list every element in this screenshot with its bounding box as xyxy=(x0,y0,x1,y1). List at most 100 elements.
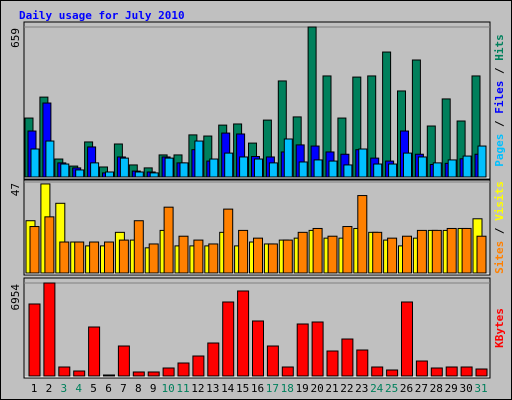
bar xyxy=(149,172,159,178)
y-tick-label: 47 xyxy=(9,183,22,196)
legend: Sites / Visits xyxy=(493,181,506,274)
bar xyxy=(388,163,398,178)
bar xyxy=(58,366,71,377)
bar xyxy=(358,148,368,178)
x-tick-label: 2 xyxy=(46,382,53,395)
x-tick-label: 20 xyxy=(310,382,323,395)
x-tick-label: 30 xyxy=(459,382,472,395)
legend-entry: Sites xyxy=(493,241,506,274)
bar xyxy=(44,216,55,274)
bar xyxy=(207,342,220,377)
x-tick-label: 11 xyxy=(176,382,189,395)
bar xyxy=(132,371,145,377)
bar xyxy=(372,231,383,274)
legend-entry: Hits xyxy=(493,34,506,61)
y-tick-label: 659 xyxy=(9,28,22,48)
bar xyxy=(45,140,55,178)
bar xyxy=(281,366,294,377)
x-tick-label: 10 xyxy=(161,382,174,395)
bar xyxy=(461,227,472,274)
bar xyxy=(342,226,353,274)
bar xyxy=(88,326,101,377)
legend: KBytes xyxy=(493,308,506,348)
bar xyxy=(147,371,160,377)
x-tick-label: 18 xyxy=(281,382,294,395)
bar xyxy=(223,208,234,274)
legend-entry: Files xyxy=(493,81,506,114)
x-tick-label: 24 xyxy=(370,382,384,395)
legend-entry: KBytes xyxy=(493,308,506,348)
bar xyxy=(133,220,144,274)
bar xyxy=(416,229,427,274)
x-tick-label: 7 xyxy=(120,382,127,395)
bar xyxy=(163,206,174,274)
x-tick-label: 3 xyxy=(60,382,67,395)
bar xyxy=(373,163,383,178)
bar xyxy=(432,162,442,178)
bar xyxy=(327,235,338,274)
legend-separator: / xyxy=(493,61,506,81)
bar xyxy=(268,162,278,178)
x-tick-label: 1 xyxy=(31,382,38,395)
bar xyxy=(238,229,249,274)
bar xyxy=(283,138,293,178)
bar xyxy=(43,282,56,377)
bar xyxy=(209,158,219,178)
bar xyxy=(431,229,442,274)
bar xyxy=(253,237,263,274)
x-tick-label: 17 xyxy=(266,382,279,395)
bar xyxy=(134,171,144,178)
legend: Pages / Files / Hits xyxy=(493,34,506,167)
x-tick-label: 25 xyxy=(385,382,398,395)
bar xyxy=(341,338,354,377)
bar xyxy=(177,362,190,377)
bar xyxy=(194,140,204,178)
x-tick-label: 9 xyxy=(150,382,157,395)
bar xyxy=(224,152,234,178)
bar xyxy=(282,239,293,274)
bar xyxy=(475,368,488,377)
bar xyxy=(30,148,40,178)
x-tick-label: 13 xyxy=(206,382,219,395)
bar xyxy=(447,159,457,178)
bar xyxy=(29,226,40,274)
x-tick-label: 14 xyxy=(221,382,235,395)
bar xyxy=(104,241,114,274)
bar xyxy=(103,374,115,377)
x-tick-label: 19 xyxy=(296,382,309,395)
bar xyxy=(357,195,368,274)
bar xyxy=(179,162,189,178)
legend-separator: / xyxy=(493,221,506,241)
y-tick-label: 6954 xyxy=(9,284,22,311)
bar xyxy=(462,155,472,178)
bar xyxy=(266,345,279,377)
bar xyxy=(119,157,129,178)
x-tick-label: 23 xyxy=(355,382,368,395)
bar xyxy=(298,161,308,178)
bar xyxy=(239,156,249,178)
x-tick-label: 6 xyxy=(105,382,112,395)
chart-title: Daily usage for July 2010 xyxy=(19,9,185,22)
bar xyxy=(356,349,369,377)
x-tick-label: 22 xyxy=(340,382,353,395)
bar xyxy=(237,290,250,377)
bar xyxy=(312,227,323,274)
bar xyxy=(477,145,487,178)
bar xyxy=(371,366,384,377)
x-tick-label: 15 xyxy=(236,382,249,395)
x-tick-label: 27 xyxy=(415,382,428,395)
bar xyxy=(162,367,175,377)
bar xyxy=(417,156,427,178)
x-tick-label: 16 xyxy=(251,382,264,395)
bar xyxy=(90,162,100,178)
bar xyxy=(208,243,219,274)
bar xyxy=(252,320,264,377)
bar xyxy=(382,51,392,178)
bar xyxy=(75,169,85,178)
bar xyxy=(118,239,129,274)
bar xyxy=(343,164,353,178)
bar xyxy=(148,243,159,274)
bar xyxy=(193,239,204,274)
bar xyxy=(105,171,114,178)
